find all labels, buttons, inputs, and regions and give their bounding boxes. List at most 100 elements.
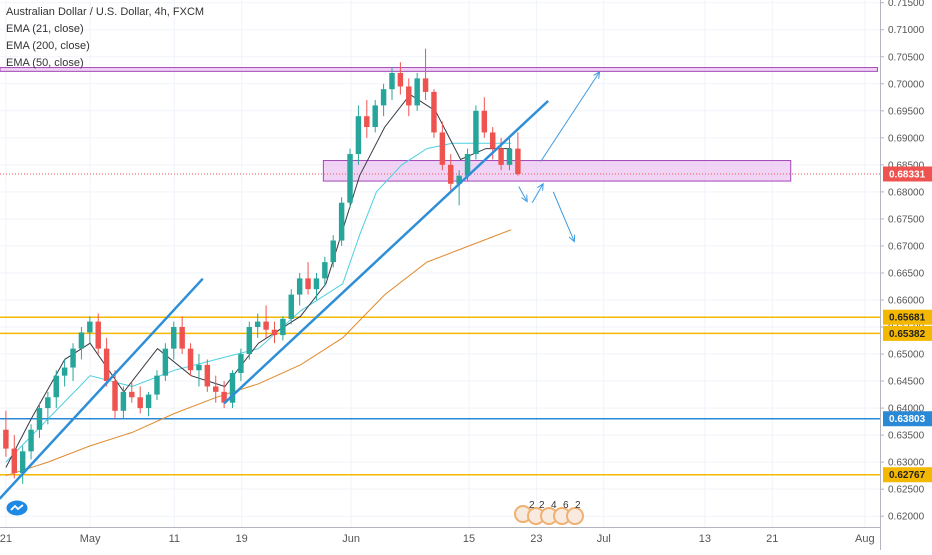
candle-body: [515, 148, 521, 175]
candle-body: [448, 164, 454, 184]
level-0-label[interactable]: 0.65681: [889, 313, 926, 324]
trendlines[interactable]: [0, 100, 549, 500]
candle-body: [213, 386, 219, 392]
candle-body: [61, 367, 68, 376]
candle-body: [422, 78, 429, 92]
arrow-line-3[interactable]: [552, 191, 575, 242]
price-axis[interactable]: 0.71500 0.71000 0.70500 0.70000 0.69500 0.690…: [880, 0, 932, 550]
candle-body: [19, 451, 26, 473]
candle-body: [137, 397, 143, 409]
candle-body: [120, 391, 127, 411]
candle-body: [145, 394, 152, 409]
candle-body: [112, 381, 118, 411]
indicator-ema50[interactable]: EMA (50, close): [6, 57, 84, 69]
price-tick-label: 0.64500: [888, 377, 925, 388]
arrow-line-2[interactable]: [531, 183, 544, 203]
candle-body: [53, 375, 59, 398]
trendline-0[interactable]: [0, 278, 204, 500]
candle-body: [204, 364, 211, 387]
candle-body: [103, 348, 110, 382]
candle-body: [95, 321, 101, 349]
time-tick-label: 23: [530, 533, 542, 545]
candle-body: [162, 348, 169, 376]
price-tick-label: 0.69000: [888, 133, 925, 144]
price-tick-label: 0.64000: [888, 404, 925, 415]
candle-body: [489, 132, 496, 149]
candle-body: [280, 318, 286, 336]
level-3-label[interactable]: 0.62767: [889, 470, 926, 481]
candle-body: [313, 278, 320, 290]
price-tick-label: 0.67000: [888, 241, 925, 252]
level-0-badge[interactable]: [883, 309, 932, 325]
level-3-badge[interactable]: [883, 467, 932, 483]
price-tick-label: 0.70000: [888, 79, 925, 90]
candle-body: [481, 110, 488, 133]
current-price-label[interactable]: 0.68331: [889, 169, 926, 180]
time-tick-label: Jul: [597, 533, 611, 545]
time-axis-bg: [0, 527, 880, 550]
candle-body: [288, 294, 294, 319]
arrow-line-1[interactable]: [518, 186, 528, 202]
price-tick-label: 0.63000: [888, 458, 925, 469]
price-tick-label: 0.68500: [888, 160, 925, 171]
arrow-line-0[interactable]: [540, 71, 600, 162]
level-2-badge[interactable]: [883, 411, 932, 427]
candle-body: [414, 78, 420, 106]
price-axis-bg: [880, 0, 932, 550]
zones[interactable]: [0, 67, 878, 182]
indicator-ema200[interactable]: EMA (200, close): [6, 40, 90, 52]
price-tick-label: 0.68000: [888, 187, 925, 198]
ema50-line: [5, 142, 512, 463]
indicator-ema21[interactable]: EMA (21, close): [6, 23, 84, 35]
candle-body: [196, 364, 202, 371]
resistance-zone-0[interactable]: [0, 67, 878, 72]
candle-body: [322, 262, 328, 279]
price-tick-label: 0.62000: [888, 512, 925, 523]
candle-body: [28, 429, 34, 452]
price-tick-label: 0.71000: [888, 25, 925, 36]
resistance-zone-1[interactable]: [322, 160, 792, 182]
candle-body: [70, 348, 76, 368]
level-2-label[interactable]: 0.63803: [889, 414, 926, 425]
economic-events[interactable]: 2 2 4 6 2: [514, 500, 586, 525]
candle-body: [78, 332, 85, 349]
candle-body: [271, 329, 278, 336]
event-flag-icon[interactable]: [566, 507, 584, 525]
event-count: 2: [529, 500, 535, 511]
candle-body: [154, 375, 160, 395]
candle-body: [372, 105, 378, 128]
candle-body: [305, 278, 311, 290]
candle-body: [330, 240, 336, 263]
candle-body: [171, 327, 177, 349]
arrow-head-icon: [521, 194, 528, 203]
candle-body: [246, 327, 253, 355]
candle-body: [397, 72, 404, 87]
level-1-label[interactable]: 0.65382: [889, 329, 926, 340]
time-axis[interactable]: 21 May 11 19 Jun 15 23 Jul 13 21 Aug: [0, 527, 880, 550]
legend: Australian Dollar / U.S. Dollar, 4h, FXC…: [6, 4, 204, 72]
candle-body: [431, 91, 437, 133]
current-price-badge[interactable]: [883, 166, 932, 182]
time-tick-label: May: [80, 533, 101, 545]
level-1-badge[interactable]: [883, 325, 932, 341]
price-tick-label: 0.71500: [888, 0, 925, 9]
candle-body: [221, 391, 227, 403]
candle-body: [473, 110, 479, 155]
price-tick-label: 0.65000: [888, 350, 925, 361]
trendline-1[interactable]: [223, 100, 549, 404]
candle-body: [229, 372, 236, 403]
candle-body: [506, 148, 513, 165]
price-tick-label: 0.63500: [888, 431, 925, 442]
time-tick-label: 13: [699, 533, 711, 545]
candle-body: [464, 154, 471, 176]
tradingview-logo-icon[interactable]: [6, 500, 28, 516]
event-count: 4: [551, 500, 557, 511]
price-levels[interactable]: [0, 173, 880, 476]
symbol-title[interactable]: Australian Dollar / U.S. Dollar, 4h, FXC…: [6, 6, 205, 18]
arrows[interactable]: [518, 70, 601, 243]
candle-body: [338, 202, 345, 241]
time-tick-label: 21: [766, 533, 778, 545]
time-tick-label: Jun: [342, 533, 360, 545]
